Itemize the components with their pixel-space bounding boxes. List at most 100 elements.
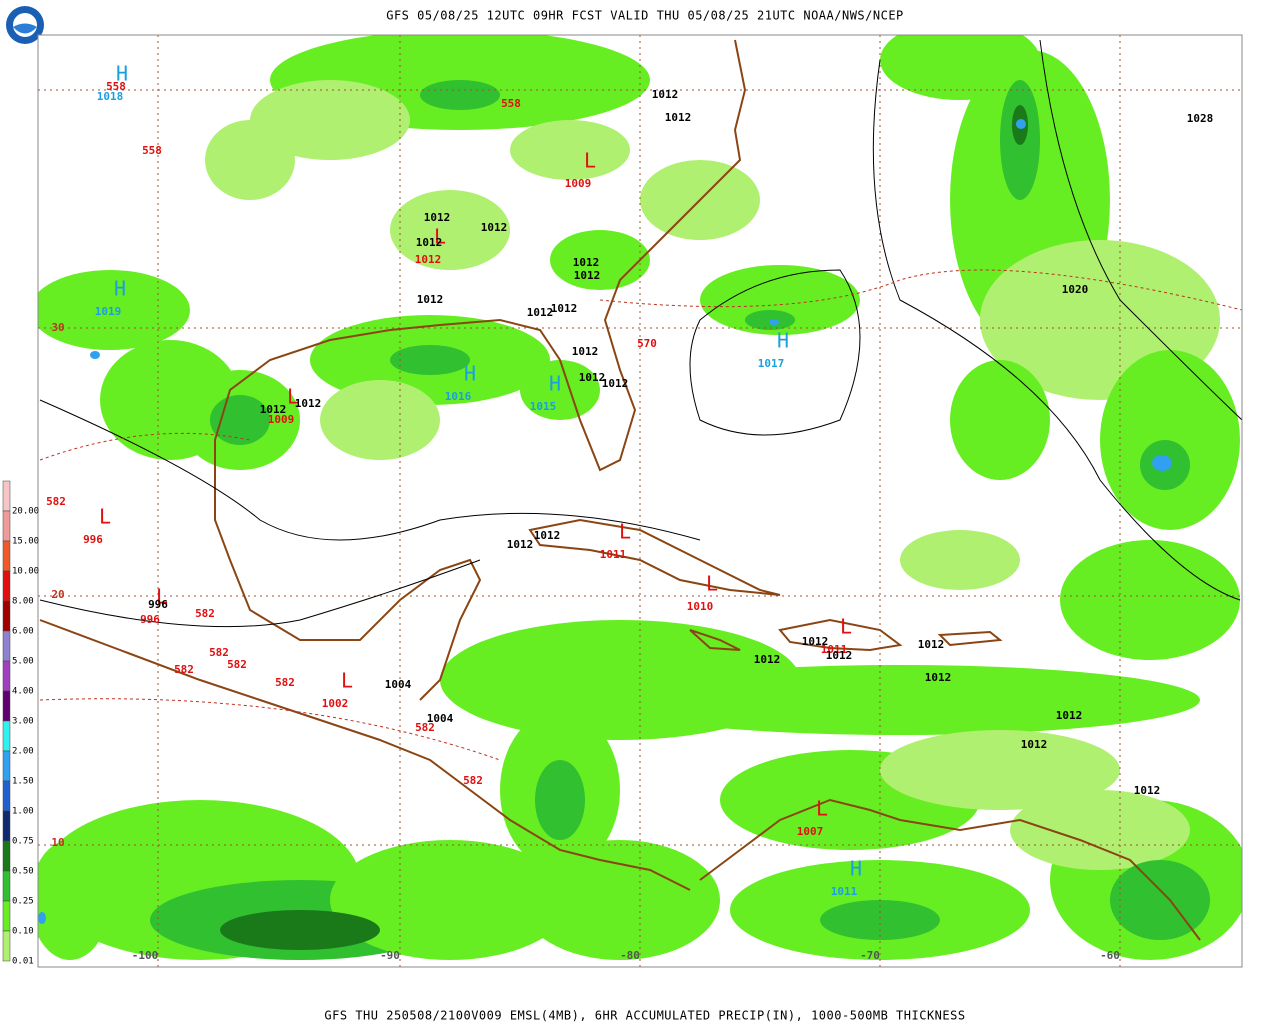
pressure-center-symbol: H: [549, 372, 561, 396]
legend-swatch: [2, 630, 11, 662]
coastline: [937, 630, 1003, 647]
legend-swatch: [2, 690, 11, 722]
isobar: [872, 59, 1241, 601]
legend-label: 0.10: [12, 927, 34, 937]
longitude-label: -100: [132, 949, 159, 962]
legend-label: 20.00: [12, 507, 39, 517]
thickness-label: 558: [501, 97, 521, 110]
precip-core: [420, 80, 500, 110]
coastline: [689, 629, 741, 651]
isobar-label: 1004: [427, 712, 454, 725]
thickness-label: 570: [637, 337, 657, 350]
thickness-label: 558: [106, 80, 126, 93]
precip-area: [1010, 790, 1190, 870]
thickness-label: 582: [463, 774, 483, 787]
isobar-label: 1012: [534, 529, 561, 542]
precip-area: [330, 840, 570, 960]
isobar-label: 1012: [260, 403, 287, 416]
precip-core: [535, 760, 585, 840]
pressure-center-symbol: L: [156, 585, 168, 609]
isobar-label: 1012: [918, 638, 945, 651]
isobar-label: 996: [148, 598, 168, 611]
precip-area: [205, 120, 295, 200]
precip-core: [1110, 860, 1210, 940]
legend-label: 5.00: [12, 657, 34, 667]
precip-area: [520, 360, 600, 420]
thickness-contour: [39, 432, 251, 461]
legend-swatch: [2, 600, 11, 632]
pressure-center-value: 1011: [831, 885, 858, 898]
precip-area: [390, 190, 510, 270]
legend-swatch: [2, 780, 11, 812]
thickness-contour: [599, 269, 1242, 311]
coastline: [214, 39, 747, 701]
isobar: [1039, 39, 1242, 421]
isobar-label: 1012: [826, 649, 853, 662]
isobar-label: 1012: [416, 236, 443, 249]
isobar-label: 1012: [573, 256, 600, 269]
plot-frame: [37, 34, 1243, 968]
pressure-center-symbol: H: [114, 277, 126, 301]
precip-area: [880, 730, 1120, 810]
precip-core: [820, 900, 940, 940]
isobar-label: 1012: [574, 269, 601, 282]
pressure-center-value: 1018: [97, 90, 124, 103]
map-title: GFS 05/08/25 12UTC 09HR FCST VALID THU 0…: [386, 9, 904, 23]
precip-area: [1060, 540, 1240, 660]
map-layers: [38, 35, 1242, 967]
isobar: [39, 399, 701, 541]
legend-swatch: [2, 660, 11, 692]
legend-swatch: [2, 540, 11, 572]
isobar-label: 1020: [1062, 283, 1089, 296]
legend-label: 3.00: [12, 717, 34, 727]
isobar-label: 1012: [925, 671, 952, 684]
isobar-label: 1012: [579, 371, 606, 384]
thickness-label: 582: [227, 658, 247, 671]
pressure-center-symbol: L: [840, 615, 852, 639]
thickness-label: 582: [415, 721, 435, 734]
precip-area: [600, 665, 1200, 735]
longitude-label: -80: [620, 949, 640, 962]
isobar-label: 1012: [602, 377, 629, 390]
thickness-label: 582: [195, 607, 215, 620]
legend-label: 2.00: [12, 747, 34, 757]
thickness-label: 558: [142, 144, 162, 157]
pressure-center-value: 1009: [565, 177, 592, 190]
pressure-center-value: 996: [83, 533, 103, 546]
isobar-label: 1012: [1134, 784, 1161, 797]
precip-area: [700, 265, 860, 335]
pressure-center-symbol: L: [99, 505, 111, 529]
coastline: [528, 518, 781, 596]
legend-swatch: [2, 870, 11, 902]
precip-area: [510, 120, 630, 180]
isobar-label: 1012: [295, 397, 322, 410]
coastline: [778, 618, 903, 652]
pressure-center-symbol: H: [464, 362, 476, 386]
precip-peak: [38, 912, 46, 924]
coastline: [39, 619, 691, 891]
isobar-label: 1012: [417, 293, 444, 306]
precip-area: [38, 840, 110, 960]
legend-label: 0.25: [12, 897, 34, 907]
precip-area: [250, 80, 410, 160]
precip-peak: [1016, 119, 1026, 129]
pressure-center-symbol: H: [777, 329, 789, 353]
pressure-center-symbol: L: [706, 572, 718, 596]
thickness-label: 582: [209, 646, 229, 659]
precip-area: [1100, 350, 1240, 530]
precip-peak: [1152, 455, 1172, 471]
precip-peak: [769, 319, 779, 325]
pressure-center-value: 1011: [821, 643, 848, 656]
pressure-center-symbol: L: [434, 225, 446, 249]
precip-core: [390, 345, 470, 375]
precip-core: [220, 910, 380, 950]
legend-label: 0.75: [12, 837, 34, 847]
pressure-center-value: 1009: [268, 413, 295, 426]
pressure-center-symbol: L: [341, 669, 353, 693]
isobar-label: 1012: [1056, 709, 1083, 722]
thickness-label: 582: [275, 676, 295, 689]
isobar-label: 1012: [507, 538, 534, 551]
isobar-label: 1012: [551, 302, 578, 315]
longitude-label: -90: [380, 949, 400, 962]
